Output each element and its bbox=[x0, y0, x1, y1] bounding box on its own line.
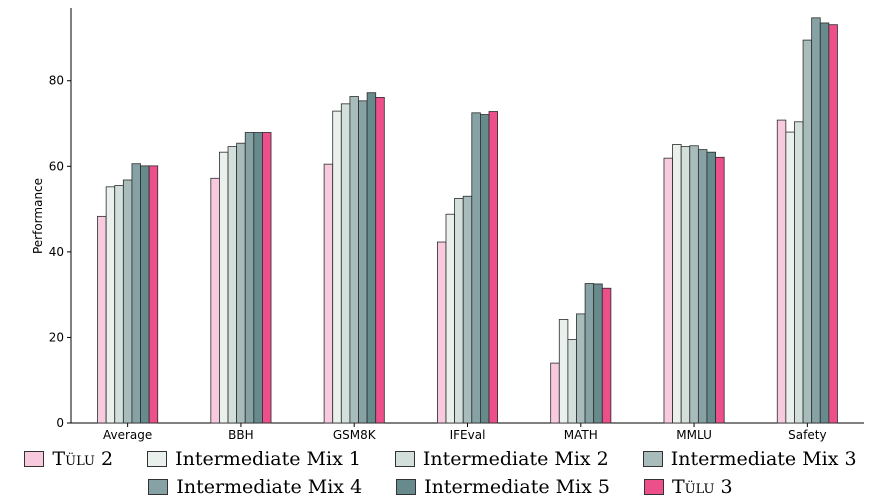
bar-1-math bbox=[550, 362, 560, 424]
legend-swatch bbox=[24, 451, 45, 467]
bar-5-safety bbox=[811, 17, 821, 424]
bar-6-math bbox=[593, 283, 603, 424]
bar-3-bbh bbox=[227, 146, 238, 424]
legend-swatch bbox=[394, 451, 415, 467]
bar-2-bbh bbox=[219, 151, 229, 424]
legend-swatch bbox=[396, 479, 417, 495]
legend-item: Intermediate Mix 5 bbox=[396, 476, 610, 498]
bar-6-mmlu bbox=[706, 151, 716, 424]
bar-3-ifeval bbox=[454, 197, 464, 424]
y-axis-label: Performance bbox=[31, 178, 45, 254]
legend-item: Intermediate Mix 1 bbox=[147, 448, 361, 470]
bar-5-bbh bbox=[244, 132, 255, 424]
bar-2-gsm8k bbox=[332, 110, 342, 424]
bar-1-mmlu bbox=[663, 157, 673, 424]
y-tick-label: 80 bbox=[49, 74, 64, 88]
legend-label: Intermediate Mix 4 bbox=[176, 476, 363, 498]
bar-3-math bbox=[567, 339, 577, 424]
legend-label: Intermediate Mix 5 bbox=[424, 476, 610, 498]
bar-6-ifeval bbox=[479, 114, 490, 424]
bar-chart: 0 20 40 60 80 Average BBH GSM8K IFEval MATH MMLU Sa… bbox=[31, 8, 864, 442]
bar-6-gsm8k bbox=[366, 92, 377, 424]
legend-label: Intermediate Mix 1 bbox=[175, 448, 361, 470]
legend-item: Intermediate Mix 4 bbox=[148, 476, 362, 498]
bar-2-ifeval bbox=[445, 213, 456, 424]
bar-4-mmlu bbox=[689, 145, 699, 424]
y-tick-label: 20 bbox=[49, 330, 64, 344]
bar-3-safety bbox=[794, 121, 804, 424]
axes: 0 20 40 60 80 Average BBH GSM8K IFEval MATH MMLU Sa… bbox=[49, 8, 864, 442]
bar-1-average bbox=[97, 215, 107, 424]
legend-swatch bbox=[148, 479, 169, 495]
bar-7-ifeval bbox=[488, 111, 499, 424]
bar-6-safety bbox=[819, 22, 830, 424]
bar-4-ifeval bbox=[462, 195, 473, 424]
bar-4-bbh bbox=[236, 142, 246, 424]
bar-1-safety bbox=[776, 119, 787, 424]
y-tick-label: 40 bbox=[49, 245, 64, 259]
bars bbox=[97, 17, 838, 424]
legend-item: Tülu 2 bbox=[24, 448, 113, 470]
legend-swatch bbox=[642, 451, 663, 467]
bar-3-mmlu bbox=[680, 146, 691, 424]
bar-1-bbh bbox=[210, 177, 220, 424]
bar-5-mmlu bbox=[697, 149, 708, 424]
x-tick-label: MATH bbox=[564, 428, 598, 442]
bar-1-ifeval bbox=[436, 241, 447, 424]
bar-7-mmlu bbox=[715, 156, 725, 424]
bar-2-mmlu bbox=[672, 144, 682, 424]
bar-7-math bbox=[601, 287, 612, 424]
bar-5-gsm8k bbox=[358, 100, 368, 424]
bar-1-gsm8k bbox=[323, 163, 334, 424]
bar-2-math bbox=[558, 319, 569, 424]
bar-6-average bbox=[140, 165, 150, 424]
bar-4-math bbox=[576, 313, 586, 424]
legend-label: Tülu 3 bbox=[671, 476, 733, 498]
bar-5-average bbox=[131, 163, 141, 424]
legend-row-1: Tülu 2 Intermediate Mix 1 Intermediate Mix… bbox=[0, 448, 881, 470]
bar-2-average bbox=[105, 186, 116, 424]
x-tick-label: Average bbox=[103, 428, 152, 442]
legend-label: Intermediate Mix 2 bbox=[422, 448, 609, 470]
legend-item: Intermediate Mix 2 bbox=[394, 448, 609, 470]
bar-2-safety bbox=[785, 131, 795, 424]
legend-label: Intermediate Mix 3 bbox=[670, 448, 857, 470]
bar-7-average bbox=[148, 165, 159, 424]
legend-item: Intermediate Mix 3 bbox=[642, 448, 857, 470]
bar-7-gsm8k bbox=[375, 97, 385, 424]
x-tick-label: BBH bbox=[228, 428, 254, 442]
legend-row-2: Intermediate Mix 4 Intermediate Mix 5 Tülu… bbox=[0, 476, 881, 498]
x-tick-label: MMLU bbox=[676, 428, 712, 442]
bar-6-bbh bbox=[253, 132, 263, 424]
bar-4-safety bbox=[802, 39, 813, 424]
bar-5-math bbox=[584, 283, 595, 424]
legend-swatch bbox=[643, 479, 664, 495]
legend-label: Tülu 2 bbox=[52, 448, 114, 470]
x-tick-label: GSM8K bbox=[333, 428, 377, 442]
bar-4-gsm8k bbox=[349, 96, 359, 424]
bar-5-ifeval bbox=[471, 112, 481, 424]
legend-item: Tülu 3 bbox=[643, 476, 733, 498]
bar-7-safety bbox=[828, 24, 838, 424]
x-tick-label: Safety bbox=[788, 428, 826, 442]
y-tick-label: 0 bbox=[56, 416, 64, 430]
bar-7-bbh bbox=[262, 132, 272, 424]
x-tick-label: IFEval bbox=[450, 428, 486, 442]
bar-3-gsm8k bbox=[340, 103, 351, 424]
bar-3-average bbox=[114, 185, 124, 424]
legend-swatch bbox=[147, 451, 168, 467]
y-tick-label: 60 bbox=[49, 159, 64, 173]
bar-4-average bbox=[122, 179, 133, 424]
